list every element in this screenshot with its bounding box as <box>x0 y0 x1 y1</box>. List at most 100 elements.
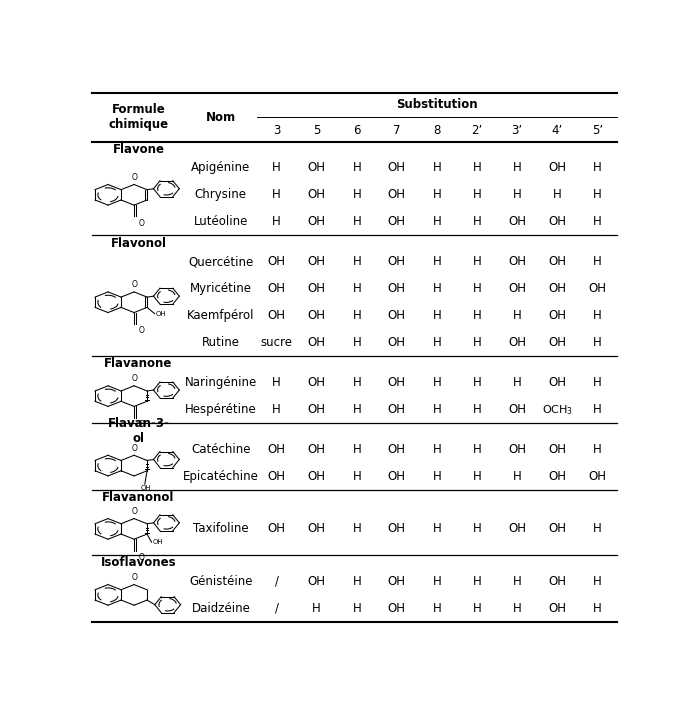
Text: H: H <box>593 188 602 202</box>
Text: OH: OH <box>268 282 286 295</box>
Text: O: O <box>131 507 137 516</box>
Text: OH: OH <box>508 403 526 416</box>
Text: H: H <box>593 255 602 268</box>
Text: 2’: 2’ <box>471 124 483 137</box>
Text: H: H <box>593 161 602 174</box>
Text: 4’: 4’ <box>552 124 563 137</box>
Text: H: H <box>473 309 482 322</box>
Text: OH: OH <box>268 522 286 535</box>
Text: 3: 3 <box>273 124 280 137</box>
Text: OH: OH <box>548 282 566 295</box>
Text: O: O <box>131 281 137 289</box>
Text: O: O <box>131 374 137 384</box>
Text: OH: OH <box>388 575 406 588</box>
Text: H: H <box>593 522 602 535</box>
Text: H: H <box>593 309 602 322</box>
Text: Daidzéine: Daidzéine <box>192 602 251 615</box>
Text: OH: OH <box>548 255 566 268</box>
Text: OH: OH <box>388 522 406 535</box>
Text: H: H <box>593 443 602 456</box>
Text: OH: OH <box>308 255 326 268</box>
Text: Apigénine: Apigénine <box>191 161 251 174</box>
Text: Flavanone: Flavanone <box>104 357 173 371</box>
Text: H: H <box>432 216 441 228</box>
Text: O: O <box>131 173 137 182</box>
Text: O: O <box>138 420 144 429</box>
Text: OH: OH <box>268 309 286 322</box>
Text: H: H <box>352 602 361 615</box>
Text: OH: OH <box>548 161 566 174</box>
Text: OH: OH <box>268 255 286 268</box>
Text: H: H <box>593 216 602 228</box>
Text: H: H <box>593 336 602 350</box>
Text: 3’: 3’ <box>511 124 522 137</box>
Text: Kaemfpérol: Kaemfpérol <box>187 309 255 322</box>
Text: OH: OH <box>268 443 286 456</box>
Text: H: H <box>513 470 522 483</box>
Text: OH: OH <box>388 443 406 456</box>
Text: H: H <box>432 575 441 588</box>
Text: OH: OH <box>308 575 326 588</box>
Text: H: H <box>473 336 482 350</box>
Text: H: H <box>432 522 441 535</box>
Text: H: H <box>432 403 441 416</box>
Text: H: H <box>593 602 602 615</box>
Text: H: H <box>553 188 562 202</box>
Text: O: O <box>138 326 144 335</box>
Text: H: H <box>352 216 361 228</box>
Text: OH: OH <box>308 403 326 416</box>
Text: H: H <box>473 575 482 588</box>
Text: H: H <box>432 336 441 350</box>
Text: O: O <box>138 219 144 228</box>
Text: H: H <box>473 216 482 228</box>
Text: H: H <box>513 575 522 588</box>
Text: OH: OH <box>308 376 326 389</box>
Text: OH: OH <box>388 255 406 268</box>
Text: Substitution: Substitution <box>396 99 477 111</box>
Text: OH: OH <box>388 216 406 228</box>
Text: H: H <box>272 216 281 228</box>
Text: H: H <box>593 376 602 389</box>
Text: Formule
chimique: Formule chimique <box>109 103 169 131</box>
Text: H: H <box>473 282 482 295</box>
Text: OH: OH <box>548 575 566 588</box>
Text: H: H <box>352 309 361 322</box>
Text: OH: OH <box>268 470 286 483</box>
Text: Hespérétine: Hespérétine <box>185 403 257 416</box>
Text: OH: OH <box>588 282 606 295</box>
Text: H: H <box>473 403 482 416</box>
Text: H: H <box>593 403 602 416</box>
Text: H: H <box>593 575 602 588</box>
Text: H: H <box>352 161 361 174</box>
Text: H: H <box>352 336 361 350</box>
Text: OH: OH <box>548 336 566 350</box>
Text: H: H <box>473 522 482 535</box>
Text: OH: OH <box>388 282 406 295</box>
Text: H: H <box>272 188 281 202</box>
Text: H: H <box>432 255 441 268</box>
Text: H: H <box>432 309 441 322</box>
Text: OH: OH <box>308 470 326 483</box>
Text: Flavan-3-
ol: Flavan-3- ol <box>107 417 170 445</box>
Text: OH: OH <box>388 188 406 202</box>
Text: H: H <box>432 602 441 615</box>
Text: OH: OH <box>548 443 566 456</box>
Text: H: H <box>352 575 361 588</box>
Text: OH: OH <box>388 309 406 322</box>
Text: OH: OH <box>308 336 326 350</box>
Text: H: H <box>513 309 522 322</box>
Text: OH: OH <box>548 470 566 483</box>
Text: OH: OH <box>388 336 406 350</box>
Text: 5’: 5’ <box>592 124 603 137</box>
Text: OH: OH <box>156 311 166 317</box>
Text: H: H <box>473 443 482 456</box>
Text: H: H <box>473 255 482 268</box>
Text: OH: OH <box>308 188 326 202</box>
Text: H: H <box>473 161 482 174</box>
Text: Epicatéchine: Epicatéchine <box>183 470 259 483</box>
Text: Flavanonol: Flavanonol <box>102 491 174 504</box>
Text: Naringénine: Naringénine <box>185 376 257 389</box>
Text: Rutine: Rutine <box>202 336 240 350</box>
Text: Flavonol: Flavonol <box>111 236 167 250</box>
Text: H: H <box>352 282 361 295</box>
